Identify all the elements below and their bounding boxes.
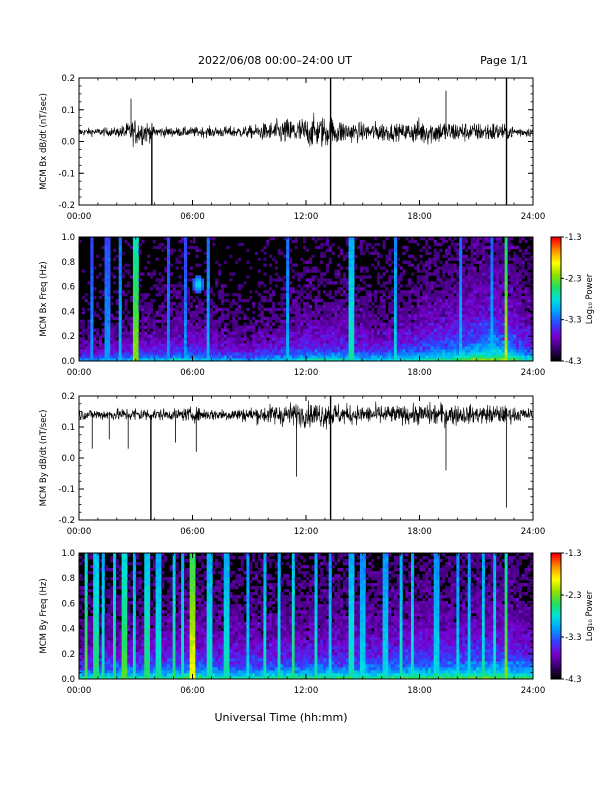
page-indicator: Page 1/1 bbox=[480, 54, 528, 67]
panel-2: -1.3 -2.3 -3.3 -4.3 Log₁₀ Power 1.0 0.8 0.6 0.4 0… bbox=[39, 233, 595, 378]
spectrogram-cells bbox=[79, 237, 534, 362]
y-tick-label: 0.6 bbox=[61, 599, 75, 609]
panel-1: 0.2 0.1 0.0 -0.1 -0.200:00 06:00 12:00 18:00 24:… bbox=[39, 74, 545, 222]
colorbar-tick-label: -1.3 bbox=[565, 233, 582, 243]
y-tick-label: -0.1 bbox=[58, 485, 75, 495]
trace-group bbox=[79, 396, 533, 520]
figure-title: 2022/06/08 00:00–24:00 UT bbox=[198, 54, 352, 67]
x-tick-label: 12:00 bbox=[294, 368, 319, 378]
trace-group bbox=[79, 78, 533, 205]
x-tick-label: 18:00 bbox=[407, 212, 432, 222]
panel-3: 0.2 0.1 0.0 -0.1 -0.200:00 06:00 12:00 18:00 24:… bbox=[39, 392, 545, 537]
spectrogram-cells bbox=[79, 553, 534, 680]
colorbar-label: Log₁₀ Power bbox=[585, 590, 595, 641]
colorbar-label: Log₁₀ Power bbox=[585, 273, 595, 324]
panel-4: -1.3 -2.3 -3.3 -4.3 Log₁₀ Power 1.0 0.8 0.6 0.4 0… bbox=[39, 549, 595, 696]
colorbar-tick-label: -3.3 bbox=[565, 316, 582, 326]
y-axis-label: MCM Bx dB/dt (nT/sec) bbox=[39, 93, 49, 190]
y-tick-label: 0.0 bbox=[61, 357, 75, 367]
trace-line bbox=[79, 400, 533, 430]
x-tick-label: 24:00 bbox=[521, 686, 546, 696]
y-tick-label: 1.0 bbox=[61, 233, 75, 243]
x-tick-label: 00:00 bbox=[67, 686, 92, 696]
y-tick-label: 1.0 bbox=[61, 549, 75, 559]
x-tick-label: 24:00 bbox=[521, 368, 546, 378]
x-tick-label: 06:00 bbox=[180, 212, 205, 222]
x-tick-label: 00:00 bbox=[67, 527, 92, 537]
x-tick-label: 00:00 bbox=[67, 368, 92, 378]
x-tick-label: 12:00 bbox=[294, 686, 319, 696]
colorbar-tick-label: -3.3 bbox=[565, 633, 582, 643]
y-tick-label: 0.0 bbox=[61, 138, 75, 148]
y-tick-label: 0.1 bbox=[61, 106, 75, 116]
x-tick-label: 24:00 bbox=[521, 212, 546, 222]
colorbar-frame bbox=[550, 552, 562, 680]
y-tick-label: -0.2 bbox=[58, 516, 75, 526]
x-tick-label: 18:00 bbox=[407, 527, 432, 537]
colorbar-tick-label: -4.3 bbox=[565, 675, 582, 685]
x-tick-label: 00:00 bbox=[67, 212, 92, 222]
y-tick-label: 0.2 bbox=[61, 332, 75, 342]
colorbar-tick-label: -4.3 bbox=[565, 357, 582, 367]
y-tick-label: 0.8 bbox=[61, 574, 75, 584]
y-tick-label: 0.0 bbox=[61, 454, 75, 464]
y-tick-label: 0.4 bbox=[61, 625, 75, 635]
x-tick-label: 06:00 bbox=[180, 527, 205, 537]
x-tick-label: 06:00 bbox=[180, 686, 205, 696]
colorbar-tick-label: -1.3 bbox=[565, 549, 582, 559]
colorbar: -1.3 -2.3 -3.3 -4.3 Log₁₀ Power bbox=[550, 233, 595, 367]
y-axis-label: MCM Bx Freq (Hz) bbox=[39, 261, 49, 336]
colorbar: -1.3 -2.3 -3.3 -4.3 Log₁₀ Power bbox=[550, 549, 595, 685]
y-tick-label: 0.2 bbox=[61, 74, 75, 84]
y-tick-label: -0.1 bbox=[58, 169, 75, 179]
y-tick-label: 0.2 bbox=[61, 650, 75, 660]
x-tick-label: 24:00 bbox=[521, 527, 546, 537]
y-tick-label: 0.1 bbox=[61, 423, 75, 433]
colorbar-frame bbox=[550, 236, 562, 362]
y-tick-label: 0.8 bbox=[61, 258, 75, 268]
x-tick-label: 12:00 bbox=[294, 212, 319, 222]
y-axis-label: MCM By dB/dt (nT/sec) bbox=[39, 410, 49, 507]
y-tick-label: 0.6 bbox=[61, 283, 75, 293]
colorbar-tick-label: -2.3 bbox=[565, 274, 582, 284]
y-tick-label: -0.2 bbox=[58, 201, 75, 211]
panels: 0.20.10.0-0.1-0.200:00 06:00 12:00 18:00 24:… bbox=[39, 74, 595, 696]
x-tick-label: 06:00 bbox=[180, 368, 205, 378]
y-axis-label: MCM By Freq (Hz) bbox=[39, 578, 49, 653]
y-tick-label: 0.4 bbox=[61, 307, 75, 317]
colorbar-tick-label: -2.3 bbox=[565, 591, 582, 601]
x-tick-label: 18:00 bbox=[407, 368, 432, 378]
x-tick-label: 12:00 bbox=[294, 527, 319, 537]
x-tick-label: 18:00 bbox=[407, 686, 432, 696]
y-tick-label: 0.0 bbox=[61, 675, 75, 685]
y-tick-label: 0.2 bbox=[61, 392, 75, 402]
trace-line bbox=[79, 112, 533, 150]
x-axis-title: Universal Time (hh:mm) bbox=[215, 711, 348, 724]
